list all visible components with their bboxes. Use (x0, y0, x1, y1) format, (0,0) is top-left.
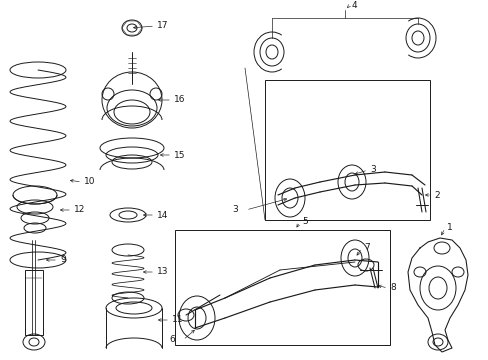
Text: 8: 8 (389, 284, 395, 292)
Text: 14: 14 (157, 211, 168, 220)
Text: 13: 13 (157, 267, 168, 276)
Text: 15: 15 (174, 150, 185, 159)
Text: 12: 12 (74, 206, 85, 215)
Bar (25, 270, 43, 335)
Text: 7: 7 (363, 243, 369, 252)
Text: 3: 3 (369, 166, 375, 175)
Text: 6: 6 (169, 336, 175, 345)
Text: 9: 9 (60, 256, 65, 265)
Text: 3: 3 (232, 206, 238, 215)
Text: 1: 1 (446, 224, 452, 233)
Text: 16: 16 (174, 95, 185, 104)
Bar (175, 230, 389, 345)
Bar (264, 80, 429, 220)
Text: 10: 10 (84, 177, 95, 186)
Text: 5: 5 (302, 217, 307, 226)
Text: 2: 2 (433, 190, 439, 199)
Text: 4: 4 (351, 0, 357, 9)
Text: 17: 17 (157, 22, 168, 31)
Text: 11: 11 (172, 315, 183, 324)
